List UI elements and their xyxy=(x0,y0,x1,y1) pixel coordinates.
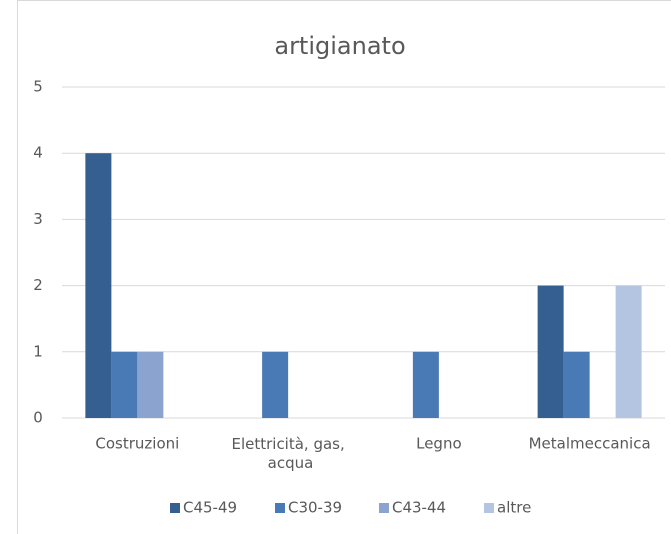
bar xyxy=(615,285,642,418)
legend-label: C43-44 xyxy=(392,499,446,517)
x-tick-label: Costruzioni xyxy=(95,435,179,453)
y-tick-label: 0 xyxy=(33,409,43,427)
x-tick-label: Legno xyxy=(416,435,462,453)
x-tick-label: Elettricità, gas, acqua xyxy=(231,435,344,472)
y-tick-label: 3 xyxy=(33,210,43,228)
legend-swatch xyxy=(275,503,285,513)
y-tick-label: 1 xyxy=(33,342,43,360)
bar xyxy=(111,351,138,418)
bar xyxy=(262,351,289,418)
y-tick-label: 5 xyxy=(33,78,43,96)
bar xyxy=(412,351,439,418)
bar xyxy=(537,285,564,418)
legend-swatch xyxy=(170,503,180,513)
chart-title: artigianato xyxy=(274,32,405,60)
legend-swatch xyxy=(379,503,389,513)
legend-label: C30-39 xyxy=(288,499,342,517)
x-tick-label: Metalmeccanica xyxy=(529,435,651,453)
y-tick-label: 4 xyxy=(33,144,43,162)
bar xyxy=(85,153,112,418)
legend-label: C45-49 xyxy=(183,499,237,517)
bar xyxy=(137,351,164,418)
bar xyxy=(563,351,590,418)
chart-frame xyxy=(17,0,671,534)
legend-swatch xyxy=(484,503,494,513)
y-tick-label: 2 xyxy=(33,276,43,294)
legend-label: altre xyxy=(497,499,531,517)
